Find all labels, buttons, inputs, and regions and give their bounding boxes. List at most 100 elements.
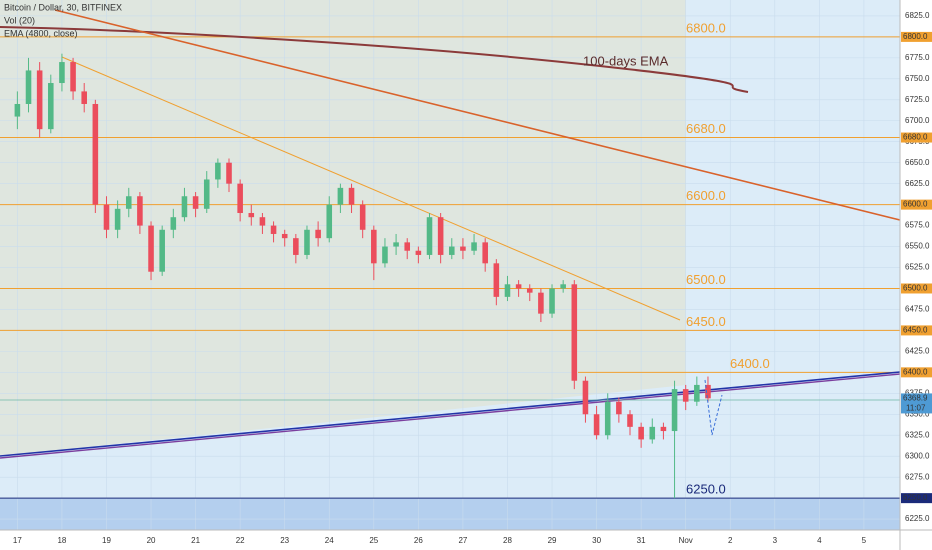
candle-body: [560, 284, 566, 289]
level-label: 6800.0: [686, 20, 726, 35]
level-tag-label: 6800.0: [903, 32, 928, 41]
x-tick-label: 22: [236, 536, 245, 545]
candle-body: [92, 103, 99, 205]
candle-body: [493, 263, 500, 297]
candle-body: [538, 292, 544, 314]
y-tick-label: 6300.0: [905, 451, 930, 460]
candle-body: [604, 401, 611, 436]
level-tag: [901, 493, 932, 504]
candle-body: [259, 217, 266, 226]
level-tag: [901, 199, 932, 210]
symbol: Bitcoin / Dollar, 30, BITFINEX: [4, 2, 122, 12]
x-tick-label: 26: [414, 536, 423, 545]
volume-band: [0, 498, 900, 530]
candle-body: [315, 229, 321, 239]
annotation: 100-days EMA: [583, 53, 669, 68]
candle-body: [471, 242, 477, 251]
candle-body: [482, 242, 488, 264]
x-tick-label: 3: [773, 536, 778, 545]
x-tick-label: 5: [862, 536, 867, 545]
y-tick-label: 6275.0: [905, 472, 930, 481]
candle-body: [226, 162, 232, 184]
candle-body: [14, 103, 21, 117]
x-tick-label: 19: [102, 536, 111, 545]
y-tick-label: 6725.0: [905, 95, 930, 104]
candle-body: [326, 204, 333, 239]
y-tick-label: 6375.0: [905, 388, 930, 397]
y-tick-label: 6700.0: [905, 116, 930, 125]
candle-body: [348, 187, 355, 205]
trend-line: [61, 56, 681, 321]
x-tick-label: 27: [458, 536, 467, 545]
candle-body: [181, 196, 188, 218]
price-axis: [900, 0, 932, 550]
candle-body: [627, 414, 633, 427]
candle-body: [192, 196, 199, 209]
x-tick-label: 2: [728, 536, 733, 545]
candle-body: [638, 426, 644, 440]
candle-body: [137, 196, 143, 226]
candle-body: [215, 162, 221, 180]
x-tick-label: 18: [57, 536, 66, 545]
y-tick-label: 6575.0: [905, 221, 930, 230]
y-tick-label: 6225.0: [905, 514, 930, 523]
candle-body: [649, 426, 656, 440]
candle-body: [404, 242, 411, 251]
level-tag-label: 6500.0: [903, 284, 928, 293]
trend-line: [0, 373, 901, 459]
y-tick-label: 6350.0: [905, 409, 930, 418]
y-tick-label: 6625.0: [905, 179, 930, 188]
y-tick-label: 6650.0: [905, 158, 930, 167]
y-tick-label: 6525.0: [905, 263, 930, 272]
candles: [14, 53, 711, 499]
volume-legend: Vol (20): [4, 15, 35, 25]
candle-body: [359, 204, 366, 230]
candle-body: [270, 225, 277, 234]
y-tick-label: 6550.0: [905, 242, 930, 251]
candle-body: [25, 70, 32, 104]
x-tick-label: Nov: [679, 536, 693, 545]
x-tick-label: 29: [548, 536, 557, 545]
level-label: 6600.0: [686, 188, 726, 203]
candle-body: [393, 242, 399, 247]
x-tick-label: 4: [817, 536, 822, 545]
candle-body: [103, 204, 110, 230]
candle-body: [526, 288, 533, 293]
x-tick-label: 24: [325, 536, 334, 545]
ema-legend: EMA (4800, close): [4, 28, 78, 38]
y-tick-label: 6775.0: [905, 53, 930, 62]
candle-body: [36, 70, 43, 130]
candle-body: [415, 250, 422, 255]
level-tag-label: 6600.0: [903, 200, 928, 209]
candle-body: [248, 213, 255, 218]
x-tick-label: 28: [503, 536, 512, 545]
level-label: 6500.0: [686, 272, 726, 287]
level-tag-label: 6680.0: [903, 133, 928, 142]
candle-body: [382, 246, 388, 264]
candle-body: [125, 196, 132, 209]
level-tag-label: 6250.0: [903, 493, 928, 502]
level-label: 6680.0: [686, 121, 726, 136]
candle-body: [582, 380, 589, 415]
last-price: 6368.9: [903, 394, 928, 403]
candle-body: [515, 284, 522, 289]
candle-body: [660, 426, 667, 432]
level-label: 6450.0: [686, 314, 726, 329]
candle-body: [571, 284, 578, 381]
candle-body: [437, 217, 444, 255]
x-tick-label: 21: [191, 536, 200, 545]
x-tick-label: 31: [637, 536, 646, 545]
candle-body: [671, 389, 678, 432]
y-tick-label: 6325.0: [905, 430, 930, 439]
x-tick-label: 25: [369, 536, 378, 545]
candle-body: [371, 229, 377, 264]
candle-body: [616, 401, 622, 415]
level-tag: [901, 325, 932, 336]
candle-body: [114, 208, 121, 230]
countdown: 11:07: [906, 404, 926, 413]
candle-body: [593, 414, 600, 436]
axes: 6225.0 6250.0 6275.0 6300.0 6325.0 6350.0 6375…: [13, 11, 932, 545]
candle-body: [426, 217, 433, 255]
level-tag-label: 6450.0: [903, 326, 928, 335]
